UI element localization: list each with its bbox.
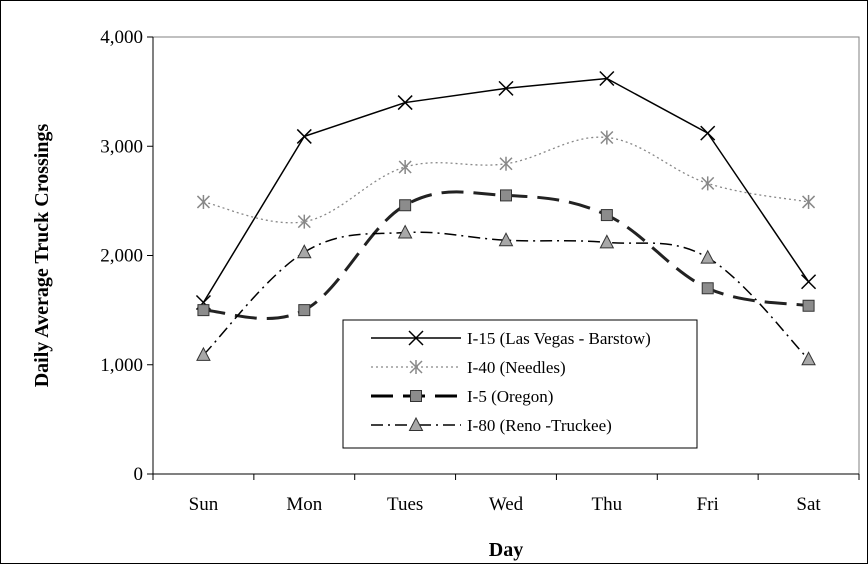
series-4 — [196, 224, 816, 366]
triangle-marker — [498, 232, 514, 247]
square-marker — [410, 390, 422, 402]
square-marker — [298, 304, 311, 317]
square-marker — [500, 189, 512, 202]
triangle-marker — [801, 351, 816, 366]
y-tick-label: 0 — [134, 464, 144, 485]
x-tick-label: Wed — [489, 494, 524, 515]
x-tick-label: Sat — [796, 494, 821, 515]
legend-entry: I-80 (Reno -Truckee) — [371, 416, 612, 435]
y-axis-title: Daily Average Truck Crossings — [31, 124, 53, 388]
legend: I-15 (Las Vegas - Barstow) I-40 (Needles)… — [342, 319, 698, 449]
series-layer — [195, 70, 817, 366]
legend-label: I-5 (Oregon) — [467, 387, 553, 406]
square-marker — [600, 209, 613, 222]
triangle-marker — [408, 416, 424, 431]
x-marker — [296, 128, 312, 144]
x-tick-label: Mon — [286, 494, 322, 515]
axes: 0 1,000 2,000 3,000 4,000 Sun Mon Tues Wed Thu Fri… — [100, 27, 860, 515]
asterisk-marker — [499, 156, 513, 171]
legend-label: I-40 (Needles) — [467, 358, 566, 377]
x-marker — [700, 125, 716, 141]
asterisk-marker — [600, 130, 614, 145]
y-tick-label: 3,000 — [100, 136, 143, 157]
triangle-marker — [196, 346, 211, 361]
x-marker — [397, 95, 413, 111]
asterisk-marker — [701, 176, 715, 191]
square-marker — [701, 282, 714, 295]
asterisk-marker — [398, 160, 412, 175]
y-tick-label: 1,000 — [100, 355, 143, 376]
legend-entry: I-15 (Las Vegas - Barstow) — [371, 329, 651, 348]
x-marker — [801, 274, 817, 290]
x-axis-title: Day — [489, 539, 523, 561]
x-marker — [408, 330, 424, 346]
x-tick-label: Tues — [387, 494, 423, 515]
triangle-marker — [296, 244, 312, 259]
triangle-marker — [397, 224, 413, 239]
x-marker — [599, 70, 615, 87]
triangle-marker — [599, 234, 615, 249]
asterisk-marker — [802, 194, 816, 209]
x-tick-label: Sun — [189, 494, 219, 515]
x-tick-label: Fri — [697, 494, 719, 515]
asterisk-marker — [297, 214, 311, 229]
legend-entry: I-40 (Needles) — [371, 358, 566, 377]
square-marker — [802, 299, 815, 312]
legend-label: I-15 (Las Vegas - Barstow) — [467, 329, 651, 348]
x-marker — [498, 80, 514, 96]
y-tick-label: 4,000 — [100, 27, 143, 48]
legend-entry: I-5 (Oregon) — [371, 387, 553, 406]
triangle-marker — [700, 249, 716, 264]
series-2 — [196, 130, 816, 229]
square-marker — [399, 199, 412, 212]
series-1 — [195, 70, 817, 311]
square-marker — [197, 304, 210, 317]
x-tick-label: Thu — [592, 494, 623, 515]
series-3 — [197, 189, 815, 320]
y-tick-label: 2,000 — [100, 246, 143, 267]
asterisk-marker — [196, 194, 210, 209]
asterisk-marker — [409, 360, 423, 374]
legend-box — [342, 319, 698, 449]
legend-label: I-80 (Reno -Truckee) — [467, 416, 612, 435]
